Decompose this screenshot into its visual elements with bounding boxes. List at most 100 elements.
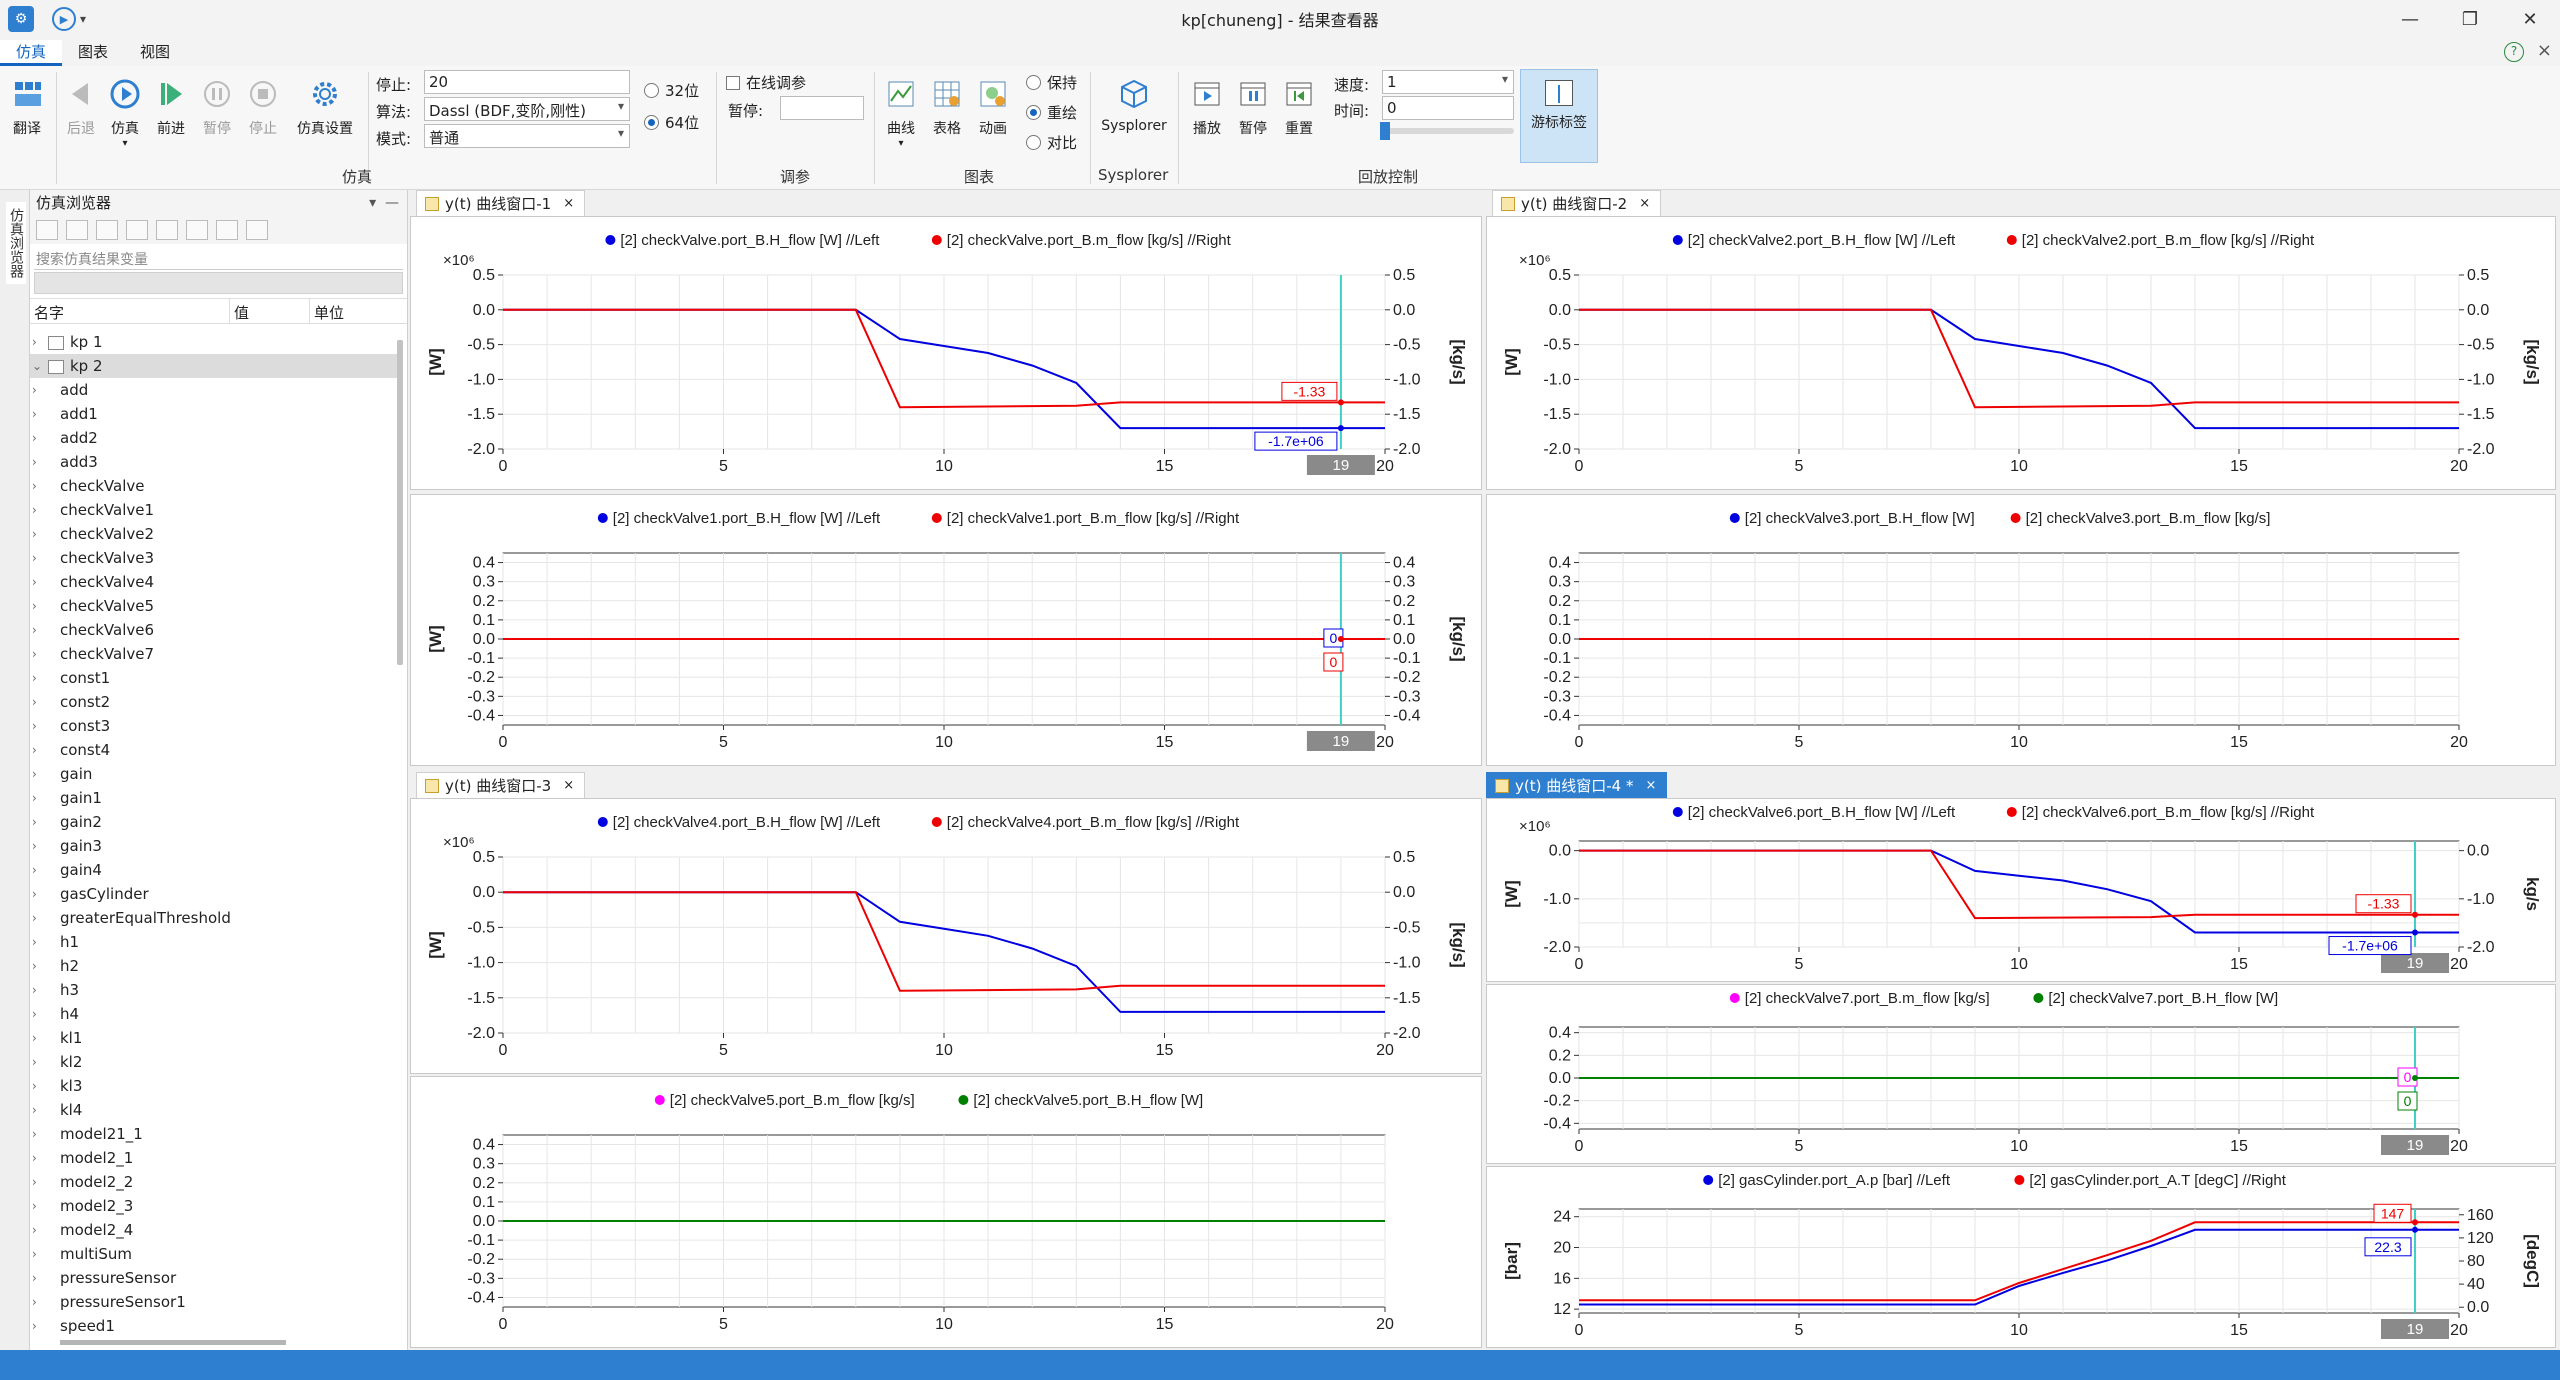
tree-item[interactable]: › add2 bbox=[30, 426, 400, 450]
table-button[interactable]: 表格 bbox=[924, 76, 970, 138]
close-button[interactable]: ✕ bbox=[2522, 8, 2538, 30]
chevron-right-icon[interactable]: › bbox=[32, 887, 37, 901]
chevron-right-icon[interactable]: › bbox=[32, 695, 37, 709]
tree-item[interactable]: › gain bbox=[30, 762, 400, 786]
quick-access-dropdown-icon[interactable]: ▾ bbox=[80, 12, 87, 26]
chevron-right-icon[interactable]: › bbox=[32, 599, 37, 613]
chevron-down-icon[interactable]: ⌄ bbox=[32, 359, 43, 373]
curve-button[interactable]: 曲线 ▾ bbox=[878, 76, 924, 149]
tree-item[interactable]: › add bbox=[30, 378, 400, 402]
chevron-right-icon[interactable]: › bbox=[32, 767, 37, 781]
pause-time-input[interactable] bbox=[780, 96, 864, 120]
back-button[interactable]: 后退 bbox=[58, 76, 104, 138]
plot-panel-7[interactable]: [2] checkValve6.port_B.H_flow [W] //Left… bbox=[1486, 798, 2556, 982]
tree-item[interactable]: › checkValve1 bbox=[30, 498, 400, 522]
close-icon[interactable]: × bbox=[1639, 195, 1651, 211]
radio-compare[interactable]: 对比 bbox=[1026, 132, 1077, 153]
chevron-right-icon[interactable]: › bbox=[32, 1031, 37, 1045]
save-icon[interactable] bbox=[66, 220, 88, 240]
tree-item[interactable]: › gain4 bbox=[30, 858, 400, 882]
filter-curve-icon[interactable] bbox=[156, 220, 178, 240]
plot-panel-4[interactable]: [2] checkValve3.port_B.H_flow [W] [2] che… bbox=[1486, 494, 2556, 766]
chevron-right-icon[interactable]: › bbox=[32, 839, 37, 853]
open-folder-icon[interactable] bbox=[36, 220, 58, 240]
stop-time-input[interactable]: 20 bbox=[424, 70, 630, 94]
tree-item[interactable]: › gasCylinder bbox=[30, 882, 400, 906]
radio-keep[interactable]: 保持 bbox=[1026, 72, 1077, 93]
tree-item[interactable]: › checkValve5 bbox=[30, 594, 400, 618]
help-icon[interactable]: ? bbox=[2504, 42, 2524, 62]
browser-search-input[interactable]: 搜索仿真结果变量 bbox=[34, 246, 403, 270]
tab-curve-window-2[interactable]: y(t) 曲线窗口-2 × bbox=[1492, 190, 1662, 216]
tree-item[interactable]: › const1 bbox=[30, 666, 400, 690]
chevron-right-icon[interactable]: › bbox=[32, 335, 37, 349]
chevron-right-icon[interactable]: › bbox=[32, 815, 37, 829]
time-slider[interactable] bbox=[1382, 128, 1514, 134]
radio-32bit[interactable]: 32位 bbox=[644, 80, 699, 101]
sidebar-strip-tab[interactable]: 仿真浏览器 bbox=[6, 202, 26, 284]
chevron-right-icon[interactable]: › bbox=[32, 647, 37, 661]
tab-curve-window-1[interactable]: y(t) 曲线窗口-1 × bbox=[416, 190, 586, 216]
chevron-right-icon[interactable]: › bbox=[32, 407, 37, 421]
chevron-right-icon[interactable]: › bbox=[32, 1295, 37, 1309]
tree-item[interactable]: › checkValve3 bbox=[30, 546, 400, 570]
wave-icon[interactable] bbox=[216, 220, 238, 240]
chevron-right-icon[interactable]: › bbox=[32, 1079, 37, 1093]
chevron-right-icon[interactable]: › bbox=[32, 863, 37, 877]
tree-item[interactable]: › h2 bbox=[30, 954, 400, 978]
tree-item[interactable]: › greaterEqualThreshold bbox=[30, 906, 400, 930]
chevron-right-icon[interactable]: › bbox=[32, 503, 37, 517]
plot-panel-3[interactable]: [2] checkValve1.port_B.H_flow [W] //Left… bbox=[410, 494, 1482, 766]
chevron-right-icon[interactable]: › bbox=[32, 575, 37, 589]
close-icon[interactable]: × bbox=[1645, 777, 1657, 793]
tree-item[interactable]: › h3 bbox=[30, 978, 400, 1002]
tab-curve-window-4[interactable]: y(t) 曲线窗口-4 * × bbox=[1486, 772, 1668, 798]
tree-item[interactable]: › checkValve2 bbox=[30, 522, 400, 546]
plot-panel-5[interactable]: [2] checkValve4.port_B.H_flow [W] //Left… bbox=[410, 798, 1482, 1074]
tree-item[interactable]: › multiSum bbox=[30, 1242, 400, 1266]
close-icon[interactable]: × bbox=[563, 195, 575, 211]
chevron-right-icon[interactable]: › bbox=[32, 1199, 37, 1213]
tab-view[interactable]: 视图 bbox=[140, 43, 171, 61]
sim-settings-button[interactable]: 仿真设置 bbox=[290, 76, 360, 138]
window-icon[interactable] bbox=[246, 220, 268, 240]
ribbon-close-icon[interactable]: × bbox=[2536, 40, 2552, 61]
time-slider-handle[interactable] bbox=[1380, 122, 1390, 140]
list-icon[interactable] bbox=[186, 220, 208, 240]
translate-button[interactable]: 翻译 bbox=[4, 76, 50, 138]
chevron-right-icon[interactable]: › bbox=[32, 743, 37, 757]
chevron-right-icon[interactable]: › bbox=[32, 455, 37, 469]
chevron-right-icon[interactable]: › bbox=[32, 383, 37, 397]
col-value[interactable]: 值 bbox=[230, 299, 310, 323]
plot-panel-6[interactable]: [2] checkValve5.port_B.m_flow [kg/s] [2] … bbox=[410, 1076, 1482, 1348]
tab-simulation[interactable]: 仿真 bbox=[0, 40, 63, 66]
browser-controls-icon[interactable]: ▾ — bbox=[369, 195, 399, 211]
animation-button[interactable]: 动画 bbox=[970, 76, 1016, 138]
online-tune-checkbox[interactable]: 在线调参 bbox=[726, 72, 806, 93]
tree-item[interactable]: › gain3 bbox=[30, 834, 400, 858]
chevron-right-icon[interactable]: › bbox=[32, 911, 37, 925]
tree-item[interactable]: › h1 bbox=[30, 930, 400, 954]
chart-icon[interactable] bbox=[126, 220, 148, 240]
plot-panel-1[interactable]: [2] checkValve.port_B.H_flow [W] //Left [… bbox=[410, 216, 1482, 490]
tree-item[interactable]: › kl3 bbox=[30, 1074, 400, 1098]
chevron-right-icon[interactable]: › bbox=[32, 1271, 37, 1285]
tree-item[interactable]: › model2_1 bbox=[30, 1146, 400, 1170]
chevron-right-icon[interactable]: › bbox=[32, 527, 37, 541]
tree-item[interactable]: › kl1 bbox=[30, 1026, 400, 1050]
chevron-right-icon[interactable]: › bbox=[32, 1127, 37, 1141]
chevron-right-icon[interactable]: › bbox=[32, 479, 37, 493]
chevron-right-icon[interactable]: › bbox=[32, 719, 37, 733]
mode-select[interactable]: 普通 ▾ bbox=[424, 124, 630, 148]
tree-item[interactable]: › checkValve4 bbox=[30, 570, 400, 594]
cursor-label-button[interactable]: 游标标签 bbox=[1520, 69, 1598, 163]
chevron-right-icon[interactable]: › bbox=[32, 1319, 37, 1333]
playback-pause-button[interactable]: 暂停 bbox=[1230, 76, 1276, 138]
quick-run-icon[interactable]: ▶ bbox=[52, 7, 76, 31]
forward-button[interactable]: 前进 bbox=[148, 76, 194, 138]
chevron-right-icon[interactable]: › bbox=[32, 671, 37, 685]
chevron-right-icon[interactable]: › bbox=[32, 1223, 37, 1237]
tree-item[interactable]: › kl2 bbox=[30, 1050, 400, 1074]
pause-button[interactable]: 暂停 bbox=[194, 76, 240, 138]
plot-panel-9[interactable]: [2] gasCylinder.port_A.p [bar] //Left [2]… bbox=[1486, 1166, 2556, 1348]
